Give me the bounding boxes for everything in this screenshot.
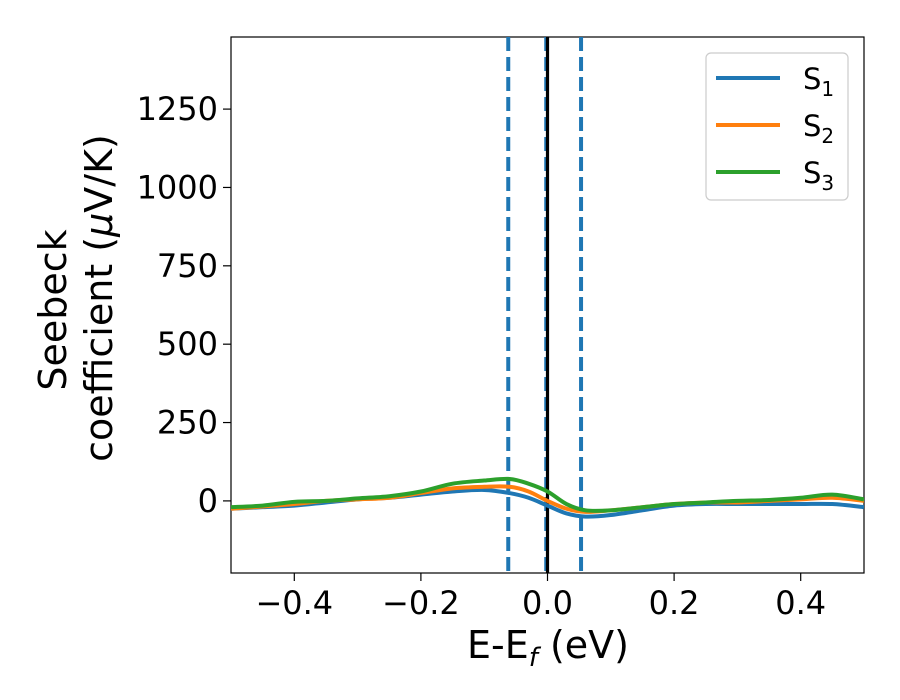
y-tick-label: 500 bbox=[157, 325, 218, 363]
y-tick-label: 250 bbox=[157, 404, 218, 442]
y-tick-label: 0 bbox=[198, 482, 218, 520]
vertical-reference-lines bbox=[506, 37, 584, 573]
y-tick-label: 750 bbox=[157, 247, 218, 285]
x-tick-label: −0.4 bbox=[255, 584, 333, 622]
x-tick-label: 0.2 bbox=[649, 584, 700, 622]
y-axis-label-line2: coefficient (μV/K) bbox=[77, 134, 121, 462]
legend-label-s1: S1 bbox=[803, 62, 834, 101]
x-tick-label: 0.0 bbox=[522, 584, 573, 622]
series-lines bbox=[231, 476, 864, 519]
y-axis-label-line1: Seebeck bbox=[31, 229, 75, 390]
legend-label-s2: S2 bbox=[803, 109, 834, 148]
y-tick-label: 1250 bbox=[137, 90, 218, 128]
x-tick-label: 0.4 bbox=[775, 584, 826, 622]
series-line-s3 bbox=[231, 476, 864, 513]
y-axis-ticks: 0 250 500 750 1000 1250 bbox=[137, 90, 231, 520]
x-axis-label: E-Ef (eV) bbox=[467, 623, 629, 673]
legend: S1 S2 S3 bbox=[705, 52, 849, 201]
x-axis-ticks: −0.4 −0.2 0.0 0.2 0.4 bbox=[255, 573, 826, 622]
y-tick-label: 1000 bbox=[137, 168, 218, 206]
y-axis-label: Seebeck coefficient (μV/K) bbox=[31, 134, 121, 462]
legend-label-s3: S3 bbox=[803, 156, 834, 195]
x-tick-label: −0.2 bbox=[382, 584, 460, 622]
